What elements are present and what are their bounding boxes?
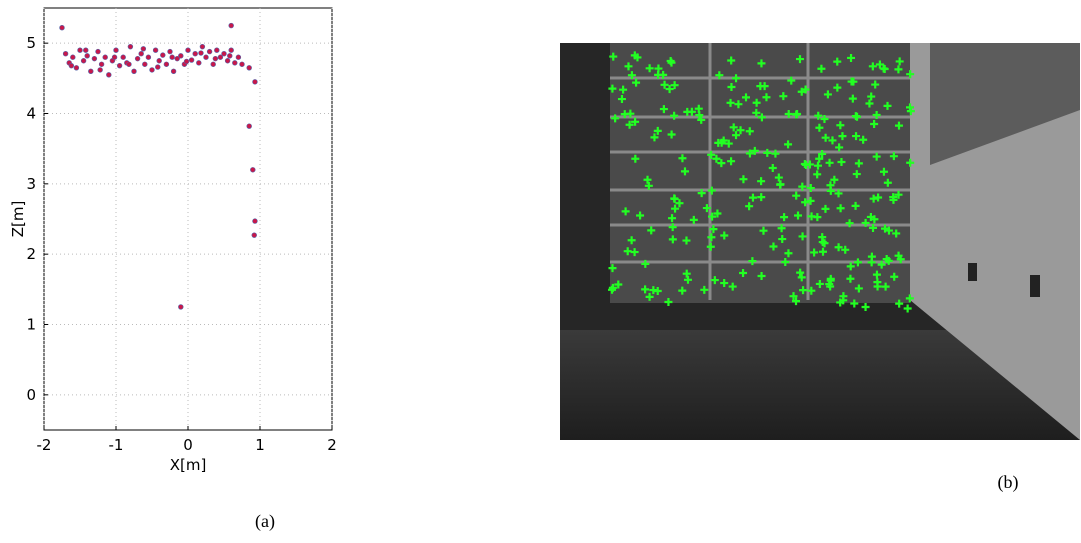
point: [184, 59, 189, 64]
y-tick-label: 0: [26, 386, 36, 404]
point: [69, 63, 74, 68]
point: [225, 58, 230, 63]
x-tick-label: -1: [109, 436, 124, 454]
point: [164, 62, 169, 67]
point: [204, 55, 209, 60]
point: [170, 55, 175, 60]
point: [150, 67, 155, 72]
page: (a) (b) -2-1012012345X[m]Z[m] (() => { c…: [0, 0, 1081, 538]
point: [157, 58, 162, 63]
point: [70, 55, 75, 60]
point: [142, 62, 147, 67]
x-tick-label: 0: [183, 436, 193, 454]
point: [214, 48, 219, 53]
caption: (b): [998, 472, 1019, 493]
point: [229, 23, 234, 28]
point: [128, 44, 133, 49]
photo: [560, 43, 1080, 440]
point: [74, 65, 79, 70]
point: [99, 62, 104, 67]
point: [227, 53, 232, 58]
point: [146, 55, 151, 60]
point: [171, 69, 176, 74]
x-tick-label: 1: [255, 436, 265, 454]
point: [189, 58, 194, 63]
point: [114, 48, 119, 53]
point: [160, 53, 165, 58]
caption: (a): [255, 511, 275, 532]
y-tick-label: 5: [26, 34, 36, 52]
point: [232, 60, 237, 65]
point: [196, 60, 201, 65]
point: [253, 79, 258, 84]
point: [155, 65, 160, 70]
point: [83, 48, 88, 53]
point: [132, 69, 137, 74]
point: [81, 58, 86, 63]
point: [211, 62, 216, 67]
point: [236, 55, 241, 60]
point: [135, 56, 140, 61]
point: [193, 51, 198, 56]
point: [121, 55, 126, 60]
point: [85, 53, 90, 58]
point: [103, 55, 108, 60]
point: [92, 56, 97, 61]
y-tick-label: 4: [26, 105, 36, 123]
point: [229, 48, 234, 53]
point: [222, 51, 227, 56]
point: [60, 25, 65, 30]
point: [141, 46, 146, 51]
figure: (a) (b) -2 -1 0 1 2 0 1 2 3 4 5 X[m] Z[m]: [0, 0, 1081, 538]
point: [153, 48, 158, 53]
point: [139, 51, 144, 56]
point: [168, 49, 173, 54]
point: [253, 219, 258, 224]
point: [78, 48, 83, 53]
point: [96, 49, 101, 54]
point: [88, 69, 93, 74]
point: [63, 51, 68, 56]
point: [250, 167, 255, 172]
point: [178, 305, 183, 310]
point: [240, 62, 245, 67]
x-tick-label: -2: [37, 436, 52, 454]
point: [98, 67, 103, 72]
point: [127, 62, 132, 67]
y-axis-label: Z[m]: [9, 201, 27, 238]
x-tick-label: 2: [327, 436, 337, 454]
point: [252, 233, 257, 238]
point: [199, 51, 204, 56]
point: [117, 63, 122, 68]
y-tick-label: 1: [26, 316, 36, 334]
y-tick-label: 2: [26, 245, 36, 263]
point: [178, 53, 183, 58]
point: [247, 65, 252, 70]
y-tick-label: 3: [26, 175, 36, 193]
point: [106, 72, 111, 77]
point: [112, 55, 117, 60]
plot-area: [44, 8, 332, 430]
point: [247, 124, 252, 129]
point: [207, 49, 212, 54]
point: [213, 56, 218, 61]
point: [200, 44, 205, 49]
x-axis-label: X[m]: [170, 456, 207, 474]
point: [186, 48, 191, 53]
